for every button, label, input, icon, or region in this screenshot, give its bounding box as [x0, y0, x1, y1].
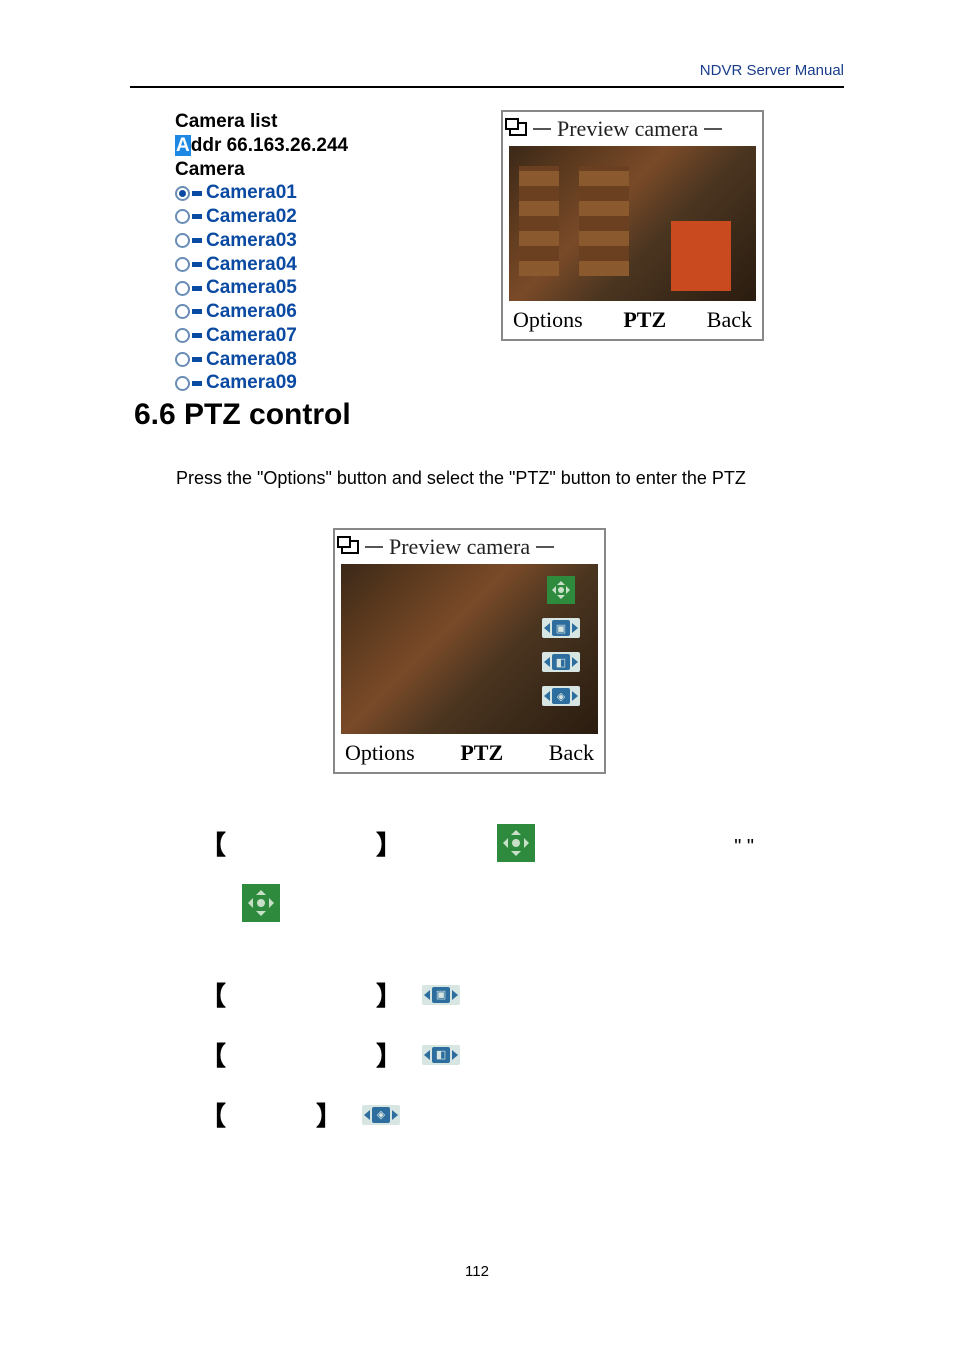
ptz-video-area — [341, 564, 598, 734]
camera-dash-icon — [192, 238, 202, 243]
radio-icon — [175, 328, 190, 343]
camera-dash-icon — [192, 191, 202, 196]
body-text-line-1: Press the "Options" button and select th… — [176, 468, 746, 489]
focus-control-icon — [422, 1045, 460, 1065]
bracket-close: 】 — [376, 1036, 402, 1073]
camera-list-item[interactable]: Camera09 — [175, 371, 405, 395]
camera-dash-icon — [192, 357, 202, 362]
camera-item-label: Camera02 — [206, 205, 297, 229]
camera-list-camera-label: Camera — [175, 158, 405, 182]
softkey-ptz[interactable]: PTZ — [623, 307, 666, 333]
forklift — [671, 221, 731, 291]
radio-icon — [175, 186, 190, 201]
bracket-close: 】 — [316, 1096, 342, 1133]
title-line-left — [533, 128, 551, 130]
radio-icon — [175, 304, 190, 319]
zoom-control-icon[interactable] — [542, 618, 580, 638]
page-number: 112 — [465, 1263, 489, 1280]
camera-dash-icon — [192, 381, 202, 386]
camera-item-label: Camera06 — [206, 300, 297, 324]
camera-dash-icon — [192, 262, 202, 267]
camera-item-label: Camera04 — [206, 253, 297, 277]
camera-item-label: Camera08 — [206, 348, 297, 372]
quotes-placeholder: " " — [734, 836, 754, 859]
definition-row-zoom: 【 】 — [200, 976, 774, 1013]
softkey-row: Options PTZ Back — [503, 303, 762, 339]
warehouse-shelf — [519, 166, 559, 276]
camera-item-label: Camera01 — [206, 181, 297, 205]
header-manual-link[interactable]: NDVR Server Manual — [700, 62, 844, 79]
camera-list-panel: Camera list Addr 66.163.26.244 Camera Ca… — [175, 110, 405, 395]
ptz-dpad-icon[interactable] — [547, 576, 575, 604]
title-line-right — [704, 128, 722, 130]
softkey-back[interactable]: Back — [707, 307, 752, 333]
title-line-right — [536, 546, 554, 548]
radio-icon — [175, 233, 190, 248]
camera-dash-icon — [192, 309, 202, 314]
radio-icon — [175, 352, 190, 367]
softkey-back[interactable]: Back — [549, 740, 594, 766]
bracket-close: 】 — [376, 825, 402, 862]
ptz-icon-column — [542, 576, 580, 706]
zoom-control-icon — [422, 985, 460, 1005]
bracket-open: 【 — [200, 1096, 226, 1133]
softkey-options[interactable]: Options — [513, 307, 583, 333]
camera-list-item[interactable]: Camera01 — [175, 181, 405, 205]
ptz-dpad-icon — [497, 824, 535, 862]
radio-icon — [175, 281, 190, 296]
title-line-left — [365, 546, 383, 548]
ptz-preview-title-row: Preview camera — [335, 530, 604, 562]
camera-list-item[interactable]: Camera06 — [175, 300, 405, 324]
window-icon — [341, 540, 359, 554]
camera-list-item[interactable]: Camera07 — [175, 324, 405, 348]
addr-highlight-char: A — [175, 135, 191, 156]
radio-icon — [175, 209, 190, 224]
camera-list-item[interactable]: Camera04 — [175, 253, 405, 277]
preview-title-row: Preview camera — [503, 112, 762, 144]
camera-list-address: Addr 66.163.26.244 — [175, 134, 405, 158]
preview-camera-window: Preview camera Options PTZ Back — [501, 110, 764, 341]
header-link-text: NDVR Server Manual — [700, 62, 844, 79]
focus-control-icon[interactable] — [542, 652, 580, 672]
ptz-preview-window: Preview camera Options PTZ Back — [333, 528, 606, 774]
bracket-close: 】 — [376, 976, 402, 1013]
definition-row-dpad: 【 】 — [200, 824, 774, 862]
bracket-open: 【 — [200, 976, 226, 1013]
softkey-options[interactable]: Options — [345, 740, 415, 766]
section-heading: 6.6 PTZ control — [134, 398, 351, 432]
iris-control-icon — [362, 1105, 400, 1125]
camera-item-label: Camera05 — [206, 276, 297, 300]
softkey-ptz[interactable]: PTZ — [460, 740, 503, 766]
definition-row-dpad-2 — [242, 884, 280, 922]
camera-list-item[interactable]: Camera05 — [175, 276, 405, 300]
camera-dash-icon — [192, 333, 202, 338]
bracket-open: 【 — [200, 825, 226, 862]
camera-list-item[interactable]: Camera02 — [175, 205, 405, 229]
camera-dash-icon — [192, 214, 202, 219]
header-divider — [130, 86, 844, 88]
warehouse-shelf — [579, 166, 629, 276]
window-icon — [509, 122, 527, 136]
ptz-softkey-row: Options PTZ Back — [335, 736, 604, 772]
camera-item-label: Camera07 — [206, 324, 297, 348]
top-row: Camera list Addr 66.163.26.244 Camera Ca… — [175, 110, 764, 395]
radio-icon — [175, 257, 190, 272]
definition-row-focus: 【 】 — [200, 1036, 774, 1073]
radio-icon — [175, 376, 190, 391]
camera-list-item[interactable]: Camera03 — [175, 229, 405, 253]
definition-row-iris: 【 】 — [200, 1096, 774, 1133]
ptz-preview-title: Preview camera — [389, 534, 530, 560]
camera-item-label: Camera03 — [206, 229, 297, 253]
camera-item-label: Camera09 — [206, 371, 297, 395]
addr-rest: ddr 66.163.26.244 — [191, 135, 348, 156]
camera-list-title: Camera list — [175, 110, 405, 134]
camera-list-item[interactable]: Camera08 — [175, 348, 405, 372]
iris-control-icon[interactable] — [542, 686, 580, 706]
preview-title: Preview camera — [557, 116, 698, 142]
camera-dash-icon — [192, 286, 202, 291]
preview-video-area — [509, 146, 756, 301]
bracket-open: 【 — [200, 1036, 226, 1073]
ptz-dpad-icon — [242, 884, 280, 922]
